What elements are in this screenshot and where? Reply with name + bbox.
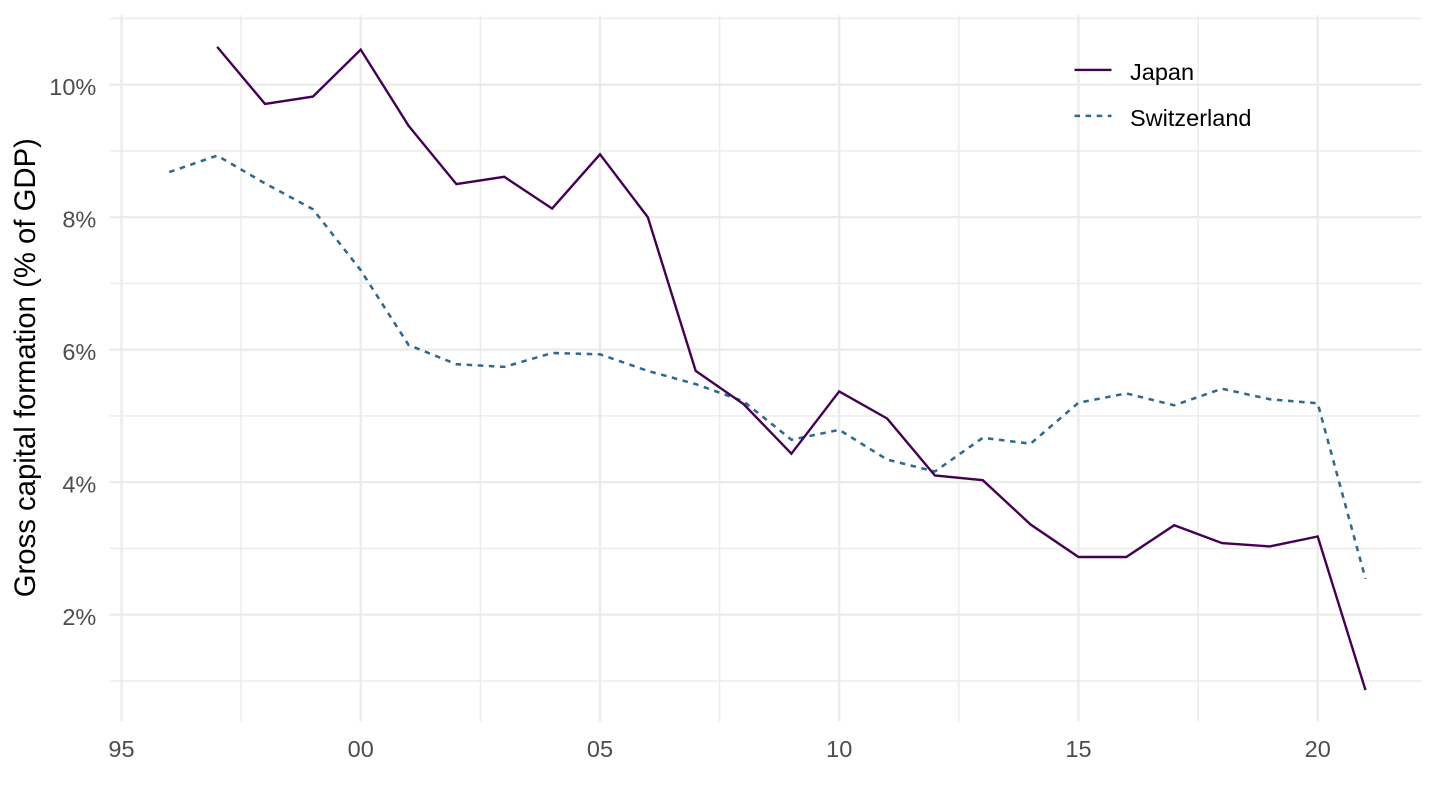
svg-text:8%: 8% (62, 207, 96, 233)
svg-text:95: 95 (108, 736, 134, 762)
svg-text:Japan: Japan (1130, 59, 1194, 85)
svg-text:20: 20 (1305, 736, 1331, 762)
svg-text:Switzerland: Switzerland (1130, 105, 1251, 131)
svg-text:15: 15 (1065, 736, 1091, 762)
svg-text:Gross capital formation (% of: Gross capital formation (% of GDP) (9, 138, 42, 597)
svg-text:05: 05 (587, 736, 613, 762)
svg-text:6%: 6% (62, 339, 96, 365)
svg-text:4%: 4% (62, 471, 96, 497)
svg-text:00: 00 (348, 736, 374, 762)
svg-text:2%: 2% (62, 604, 96, 630)
svg-text:10: 10 (826, 736, 852, 762)
svg-text:10%: 10% (49, 74, 96, 100)
